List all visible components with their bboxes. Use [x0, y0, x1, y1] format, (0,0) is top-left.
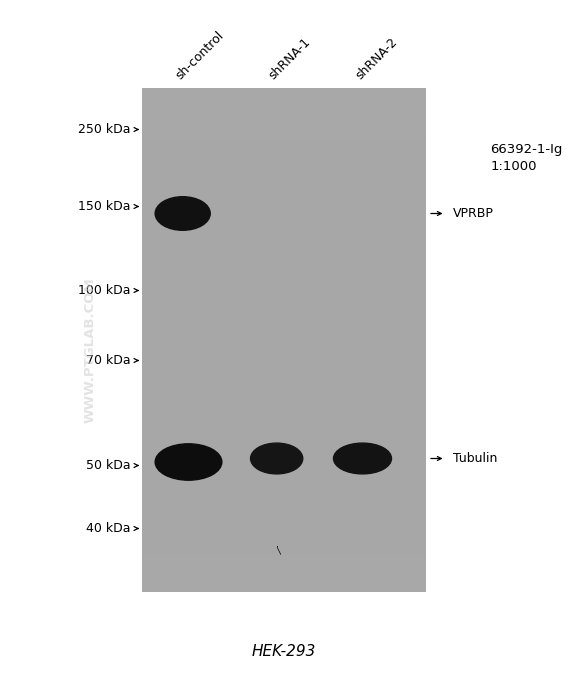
Bar [142, 541, 426, 554]
Bar [142, 466, 426, 478]
Bar [142, 554, 426, 566]
Bar [142, 390, 426, 402]
Bar [142, 415, 426, 428]
Ellipse shape [334, 443, 392, 474]
Ellipse shape [251, 443, 303, 474]
Bar [142, 402, 426, 415]
Bar [142, 251, 426, 264]
Text: HEK-293: HEK-293 [252, 643, 316, 659]
Text: 250 kDa: 250 kDa [78, 123, 130, 136]
Bar [142, 176, 426, 188]
Text: 150 kDa: 150 kDa [78, 200, 130, 213]
Bar [142, 125, 426, 138]
Bar [142, 201, 426, 214]
Bar [142, 150, 426, 163]
Bar [142, 138, 426, 150]
Bar [142, 365, 426, 377]
Bar [142, 327, 426, 340]
Bar [142, 453, 426, 466]
Bar [142, 579, 426, 592]
Bar [142, 377, 426, 390]
Text: 66392-1-Ig
1:1000: 66392-1-Ig 1:1000 [490, 144, 563, 174]
Text: Tubulin: Tubulin [453, 452, 498, 465]
Bar [142, 491, 426, 503]
Bar [142, 503, 426, 516]
Bar [142, 276, 426, 289]
Bar [142, 113, 426, 125]
Bar [142, 88, 426, 592]
Bar [142, 88, 426, 100]
Bar [142, 566, 426, 579]
Bar [142, 314, 426, 327]
Ellipse shape [155, 197, 210, 230]
Bar [142, 352, 426, 365]
Bar [142, 478, 426, 491]
Bar [142, 226, 426, 239]
Text: sh-control: sh-control [173, 29, 227, 82]
Text: shRNA-2: shRNA-2 [353, 35, 400, 82]
Ellipse shape [155, 444, 222, 480]
Text: 70 kDa: 70 kDa [86, 354, 130, 367]
Text: VPRBP: VPRBP [453, 207, 494, 220]
Bar [142, 340, 426, 352]
Text: 100 kDa: 100 kDa [78, 284, 130, 297]
Bar [142, 528, 426, 541]
Bar [142, 264, 426, 276]
Text: 40 kDa: 40 kDa [86, 522, 130, 535]
Bar [142, 516, 426, 528]
Text: WWW.PTGLAB.COM: WWW.PTGLAB.COM [84, 277, 96, 423]
Bar [142, 100, 426, 113]
Bar [142, 214, 426, 226]
Bar [142, 163, 426, 176]
Bar [142, 188, 426, 201]
Text: 50 kDa: 50 kDa [86, 459, 130, 472]
Bar [142, 440, 426, 453]
Bar [142, 239, 426, 251]
Bar [142, 289, 426, 302]
Bar [142, 428, 426, 440]
Text: shRNA-1: shRNA-1 [266, 35, 313, 82]
Bar [142, 302, 426, 314]
